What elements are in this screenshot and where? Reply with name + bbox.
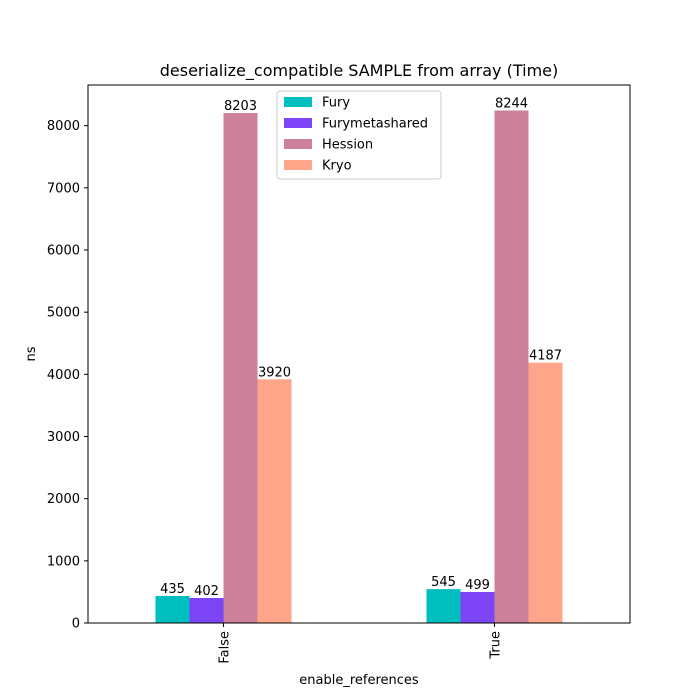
plot-frame	[87, 84, 631, 624]
bar-value-label: 545	[431, 575, 456, 590]
x-tick-label: True	[489, 631, 504, 660]
legend-swatch-kryo	[284, 160, 312, 170]
x-tick-label: False	[218, 631, 233, 664]
y-tick-label: 6000	[47, 243, 80, 258]
bar-value-label: 499	[465, 578, 490, 593]
bar-hession-true	[494, 110, 529, 624]
x-axis: False True	[218, 623, 504, 664]
legend-swatch-hession	[284, 139, 312, 149]
bar-kryo-true	[528, 362, 563, 623]
bar-fury-false	[155, 595, 190, 623]
legend-label-kryo: Kryo	[322, 159, 352, 174]
y-axis: 0 1000 2000 3000 4000 5000 6000 7000 8000	[47, 119, 88, 632]
bar-hession-false	[223, 113, 258, 624]
legend-label-furymetashared: Furymetashared	[322, 117, 428, 132]
y-tick-label: 3000	[47, 430, 80, 445]
bar-value-label: 4187	[529, 349, 562, 364]
legend-swatch-fury	[284, 97, 312, 107]
bar-value-label: 8244	[495, 96, 528, 111]
y-axis-label: ns	[24, 346, 39, 361]
y-tick-label: 2000	[47, 492, 80, 507]
bar-kryo-false	[257, 379, 292, 623]
bar-value-label: 3920	[258, 365, 291, 380]
y-tick-label: 5000	[47, 306, 80, 321]
bar-fury-true	[426, 589, 461, 623]
bar-value-label: 435	[160, 582, 185, 597]
y-tick-label: 4000	[47, 368, 80, 383]
chart-title: deserialize_compatible SAMPLE from array…	[160, 61, 558, 81]
value-labels-layer: 435 402 8203 3920 545 499 8244 4187	[160, 96, 562, 599]
legend-box	[276, 90, 442, 180]
legend-swatch-furymetashared	[284, 118, 312, 128]
y-tick-label: 0	[72, 617, 80, 632]
bar-value-label: 402	[194, 584, 219, 599]
y-tick-label: 1000	[47, 554, 80, 569]
legend-label-hession: Hession	[322, 138, 373, 153]
legend: Fury Furymetashared Hession Kryo	[276, 90, 442, 180]
legend-label-fury: Fury	[322, 96, 350, 111]
x-axis-label: enable_references	[299, 673, 419, 688]
y-tick-label: 8000	[47, 119, 80, 134]
bar-furymetashared-true	[460, 591, 495, 623]
bars-layer	[155, 110, 563, 624]
y-tick-label: 7000	[47, 181, 80, 196]
bar-furymetashared-false	[189, 598, 224, 623]
bar-value-label: 8203	[224, 99, 257, 114]
